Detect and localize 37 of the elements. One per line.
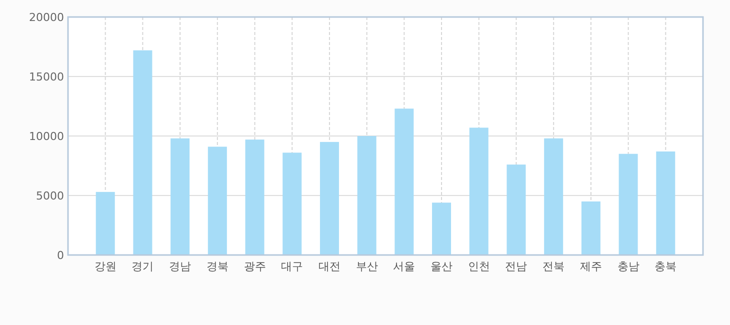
- bar: [96, 192, 115, 255]
- y-tick-label: 5000: [36, 190, 64, 202]
- bar: [432, 202, 452, 255]
- x-tick-label: 강원: [94, 260, 116, 273]
- x-tick-label: 광주: [244, 260, 266, 273]
- bar: [506, 164, 526, 255]
- x-tick-label: 대전: [318, 260, 340, 273]
- bar: [618, 154, 638, 255]
- x-tick-label: 전북: [542, 260, 565, 273]
- bar: [581, 201, 600, 255]
- bar: [282, 152, 302, 255]
- x-tick-label: 경북: [206, 260, 228, 273]
- x-tick-label: 경기: [132, 260, 154, 273]
- x-tick-label: 서울: [393, 260, 416, 273]
- y-tick-label: 0: [57, 249, 64, 262]
- bar: [208, 146, 227, 255]
- bar: [656, 151, 676, 255]
- x-tick-label: 울산: [430, 260, 453, 273]
- x-tick-label: 인천: [468, 260, 490, 273]
- x-tick-label: 충남: [617, 260, 640, 273]
- x-tick-label: 대구: [281, 260, 304, 273]
- x-tick-label: 전남: [505, 260, 528, 273]
- x-tick-label: 경남: [169, 260, 192, 273]
- bar: [320, 142, 339, 255]
- y-tick-label: 10000: [29, 130, 64, 143]
- bar: [170, 138, 190, 255]
- x-tick-label: 부산: [356, 260, 378, 273]
- y-tick-label: 20000: [29, 11, 64, 24]
- bar: [133, 50, 152, 255]
- bar: [394, 108, 414, 255]
- bar: [469, 128, 488, 255]
- bar: [245, 140, 264, 255]
- x-tick-label: 제주: [580, 260, 602, 273]
- y-tick-label: 15000: [29, 70, 64, 84]
- bar: [357, 136, 376, 255]
- x-tick-label: 충북: [654, 260, 677, 273]
- bar: [544, 138, 564, 255]
